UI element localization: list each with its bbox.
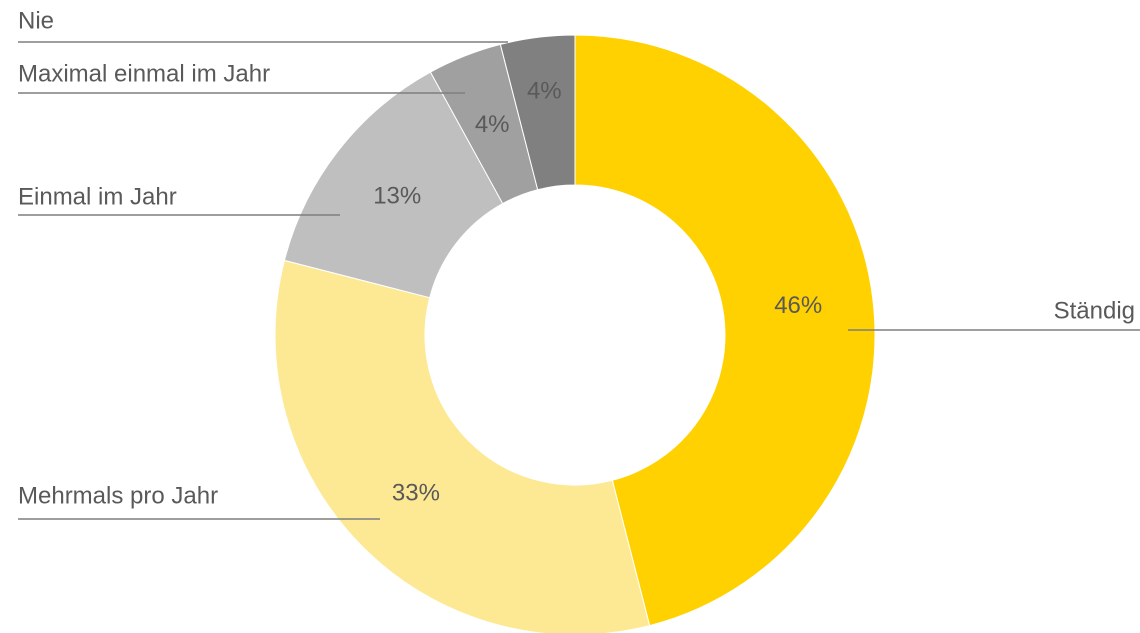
category-label: Maximal einmal im Jahr bbox=[18, 60, 270, 87]
donut-slice bbox=[499, 34, 576, 191]
donut-slice bbox=[574, 34, 876, 627]
donut-slice bbox=[274, 259, 651, 633]
value-label: 4% bbox=[475, 111, 510, 138]
category-label: Mehrmals pro Jahr bbox=[18, 482, 218, 509]
category-label: Nie bbox=[18, 7, 54, 34]
value-label: 4% bbox=[527, 77, 562, 104]
value-label: 13% bbox=[373, 182, 421, 209]
category-label: Einmal im Jahr bbox=[18, 183, 177, 210]
value-label: 46% bbox=[774, 292, 822, 319]
value-label: 33% bbox=[392, 479, 440, 506]
category-label: Ständig bbox=[1054, 297, 1135, 324]
